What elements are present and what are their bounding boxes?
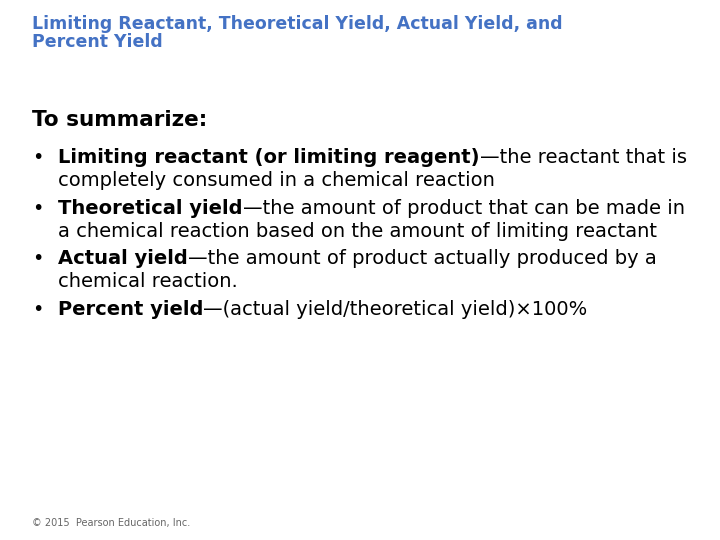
Text: •: •	[32, 300, 43, 319]
Text: chemical reaction.: chemical reaction.	[58, 272, 238, 291]
Text: —the amount of product that can be made in: —the amount of product that can be made …	[243, 199, 685, 218]
Text: —the reactant that is: —the reactant that is	[480, 148, 686, 167]
Text: •: •	[32, 148, 43, 167]
Text: —(actual yield/theoretical yield)×100%: —(actual yield/theoretical yield)×100%	[203, 300, 588, 319]
Text: —the amount of product actually produced by a: —the amount of product actually produced…	[188, 249, 657, 268]
Text: completely consumed in a chemical reaction: completely consumed in a chemical reacti…	[58, 171, 495, 190]
Text: Limiting reactant (or limiting reagent): Limiting reactant (or limiting reagent)	[58, 148, 480, 167]
Text: To summarize:: To summarize:	[32, 110, 207, 130]
Text: © 2015  Pearson Education, Inc.: © 2015 Pearson Education, Inc.	[32, 518, 190, 528]
Text: Actual yield: Actual yield	[58, 249, 188, 268]
Text: •: •	[32, 249, 43, 268]
Text: Limiting Reactant, Theoretical Yield, Actual Yield, and: Limiting Reactant, Theoretical Yield, Ac…	[32, 15, 562, 33]
Text: a chemical reaction based on the amount of limiting reactant: a chemical reaction based on the amount …	[58, 222, 657, 241]
Text: Percent Yield: Percent Yield	[32, 33, 163, 51]
Text: Theoretical yield: Theoretical yield	[58, 199, 243, 218]
Text: Percent yield: Percent yield	[58, 300, 203, 319]
Text: •: •	[32, 199, 43, 218]
